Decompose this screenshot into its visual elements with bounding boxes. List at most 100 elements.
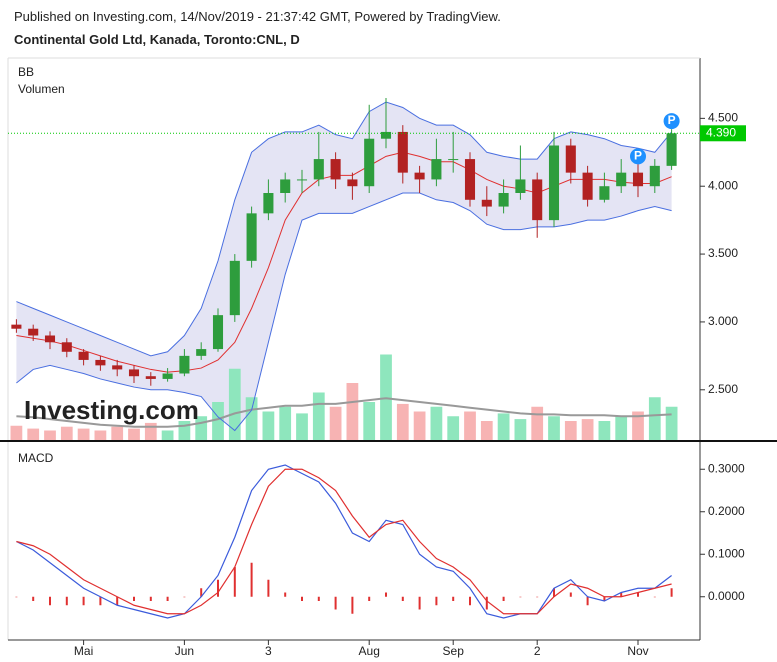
bb-fill	[16, 102, 672, 431]
candle-body	[196, 349, 207, 356]
candle-body	[179, 355, 190, 374]
volume-bar	[464, 411, 476, 440]
volume-bar	[27, 428, 40, 440]
y-tick-label: 0.2000	[708, 504, 745, 518]
bb-lower	[16, 192, 672, 432]
volume-bar	[413, 411, 426, 440]
histogram-bar	[469, 596, 471, 606]
candle-body	[145, 376, 156, 379]
published: Published on Investing.com, 14/Nov/2019 …	[14, 9, 501, 24]
y-tick-label: 0.3000	[708, 461, 745, 475]
histogram-bar	[133, 596, 135, 601]
volume-bar	[128, 428, 140, 440]
histogram-bar	[670, 588, 673, 597]
watermark: Investing.com	[24, 395, 199, 425]
histogram-bar	[418, 596, 421, 610]
candle-body	[649, 165, 660, 187]
candle-body	[128, 369, 140, 377]
histogram-bar	[82, 596, 85, 606]
volume-bar	[430, 406, 443, 440]
candle-body	[515, 179, 526, 193]
volume-bar	[564, 421, 577, 440]
volume-bar	[144, 422, 157, 440]
y-tick-label: 4.000	[708, 178, 738, 192]
volume-bar	[363, 402, 376, 440]
histogram-bar	[149, 596, 152, 601]
candle-body	[632, 172, 644, 187]
y-tick-label: 4.500	[708, 111, 738, 125]
histogram-bar	[99, 596, 102, 606]
x-tick-label: Nov	[627, 644, 648, 658]
volume-bar	[615, 416, 628, 440]
histogram-bar	[401, 596, 404, 601]
candle-body	[666, 133, 677, 166]
volume-bar	[262, 411, 275, 440]
histogram-bar	[435, 596, 438, 606]
legend-label: BB	[18, 65, 34, 79]
histogram-bar	[653, 596, 656, 598]
histogram-bar	[32, 596, 35, 601]
histogram-bar	[368, 596, 371, 601]
volume-bar	[94, 430, 107, 440]
y-tick-label: 3.000	[708, 314, 738, 328]
histogram-bar	[217, 579, 219, 597]
candle-body	[582, 172, 593, 200]
volume-bar	[161, 430, 174, 440]
candle-body	[364, 138, 375, 187]
histogram-bar	[65, 596, 68, 606]
candle-body	[95, 359, 106, 366]
last-price-box	[700, 125, 746, 142]
candle-body	[464, 159, 476, 200]
histogram-bar	[200, 588, 203, 597]
candle-body	[498, 193, 509, 207]
marker	[630, 148, 646, 165]
candle-body	[296, 179, 308, 181]
candle-body	[112, 365, 123, 370]
volume-bar	[44, 430, 56, 440]
candle-body	[246, 213, 257, 261]
volume-bar	[480, 421, 493, 440]
candle-body	[162, 373, 173, 379]
volume-bar	[396, 403, 409, 440]
candle-body	[414, 172, 425, 180]
candle-body	[481, 199, 492, 207]
candle-body	[28, 328, 39, 336]
candle-body	[347, 179, 358, 187]
x-tick-label: Jun	[175, 644, 194, 658]
y-tick-label: 2.500	[708, 382, 738, 396]
volume-bar	[111, 426, 124, 440]
candle-body	[78, 351, 89, 360]
bb-upper	[16, 101, 672, 357]
histogram-bar	[233, 567, 236, 597]
histogram-bar	[620, 592, 623, 597]
histogram-bar	[351, 596, 354, 614]
volume-bar	[447, 416, 460, 440]
candle-body	[397, 131, 408, 173]
candle-body	[212, 315, 224, 350]
last-price-label: 4.390	[706, 125, 736, 139]
histogram-bar	[116, 596, 119, 606]
volume-bar	[598, 421, 611, 440]
volume-bar	[497, 413, 510, 440]
y-tick-label: 0.0000	[708, 589, 745, 603]
volume-bar	[581, 419, 594, 440]
candle-body	[431, 159, 442, 180]
candle-body	[532, 179, 543, 221]
y-tick-label: 0.1000	[708, 546, 745, 560]
volume-bar	[648, 397, 661, 440]
candle-body	[380, 131, 392, 139]
bb-mid	[16, 151, 672, 373]
volume-bar	[245, 397, 258, 440]
x-tick-label: Sep	[443, 644, 465, 658]
candle-body	[229, 260, 240, 316]
candle-body	[330, 159, 341, 180]
candle-body	[599, 186, 610, 200]
volume-bar	[228, 368, 241, 440]
histogram-bar	[250, 562, 253, 597]
histogram-bar	[569, 592, 572, 597]
volume-bar	[632, 411, 644, 440]
candle-body	[313, 159, 324, 180]
volume-bar	[77, 428, 90, 440]
